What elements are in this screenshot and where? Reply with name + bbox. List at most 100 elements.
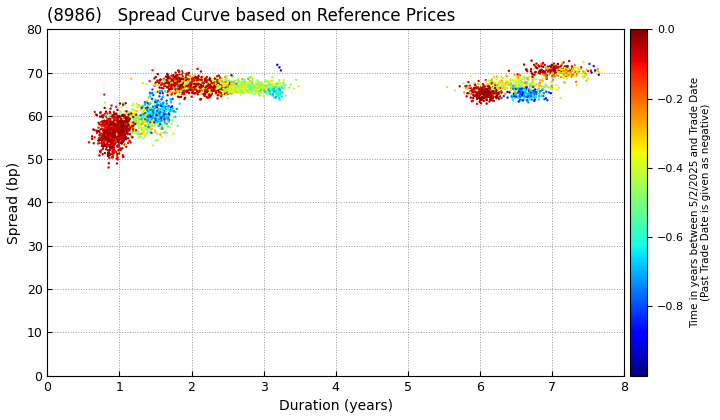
Point — [101, 125, 112, 132]
Point — [119, 131, 130, 138]
Point — [107, 120, 119, 126]
Point — [517, 83, 528, 90]
Point — [228, 81, 239, 88]
Point — [117, 118, 129, 124]
Point — [475, 89, 487, 95]
Point — [515, 87, 526, 93]
Point — [551, 71, 562, 78]
Point — [111, 132, 122, 139]
Point — [248, 83, 260, 89]
Point — [197, 80, 208, 87]
Point — [147, 114, 158, 121]
Point — [172, 93, 184, 100]
Point — [157, 125, 168, 131]
Point — [553, 67, 564, 74]
Point — [480, 89, 491, 96]
Point — [176, 82, 187, 89]
Point — [126, 125, 138, 132]
Point — [513, 85, 525, 92]
Point — [495, 89, 507, 96]
Point — [106, 124, 117, 131]
Point — [498, 85, 510, 92]
Point — [178, 83, 189, 90]
Point — [264, 80, 275, 87]
Point — [148, 114, 160, 121]
Point — [537, 68, 549, 74]
Point — [152, 110, 163, 117]
Point — [109, 130, 120, 137]
Point — [152, 137, 163, 144]
Point — [156, 114, 167, 121]
Point — [149, 104, 161, 111]
Point — [120, 122, 132, 129]
Point — [584, 60, 595, 67]
Point — [202, 87, 214, 94]
Point — [138, 103, 149, 110]
Point — [193, 88, 204, 95]
Point — [179, 81, 191, 87]
Point — [112, 125, 123, 132]
Point — [515, 88, 526, 94]
Point — [485, 91, 496, 98]
Point — [107, 128, 119, 135]
Point — [239, 81, 251, 88]
Point — [559, 63, 571, 70]
Point — [530, 93, 541, 100]
Point — [104, 134, 115, 141]
Point — [203, 87, 215, 93]
Point — [523, 77, 534, 84]
Point — [148, 114, 160, 121]
Point — [545, 85, 557, 92]
Point — [546, 82, 557, 89]
Point — [566, 67, 577, 74]
Point — [266, 88, 277, 94]
Point — [142, 117, 153, 123]
Point — [125, 115, 136, 121]
Point — [228, 88, 239, 95]
Point — [161, 79, 173, 86]
Point — [258, 89, 269, 96]
Point — [114, 121, 126, 127]
Point — [158, 121, 170, 128]
Point — [262, 89, 274, 95]
Point — [539, 68, 551, 75]
Point — [197, 79, 209, 85]
Point — [96, 147, 107, 154]
Point — [159, 81, 171, 87]
Point — [120, 142, 132, 149]
Point — [120, 114, 131, 121]
Point — [507, 94, 518, 101]
Point — [509, 80, 521, 87]
Point — [156, 115, 167, 122]
Point — [126, 110, 138, 117]
Point — [138, 107, 150, 113]
Point — [471, 85, 482, 92]
Point — [123, 125, 135, 132]
Point — [102, 114, 113, 121]
Point — [104, 152, 115, 159]
Point — [104, 132, 116, 139]
Point — [585, 67, 597, 74]
Point — [491, 92, 503, 99]
Point — [114, 125, 125, 132]
Point — [488, 79, 500, 86]
Point — [114, 114, 125, 121]
Point — [521, 85, 532, 92]
Point — [123, 113, 135, 119]
Point — [154, 78, 166, 85]
Point — [132, 131, 143, 137]
Point — [464, 82, 475, 89]
Point — [541, 76, 552, 82]
Point — [525, 88, 536, 95]
Point — [511, 87, 523, 94]
Point — [249, 82, 261, 89]
Point — [215, 89, 226, 96]
Point — [122, 118, 134, 125]
Point — [471, 88, 482, 94]
Point — [122, 118, 133, 124]
Point — [177, 89, 189, 96]
Point — [558, 66, 570, 72]
Point — [224, 79, 235, 86]
Point — [235, 83, 246, 90]
Point — [140, 113, 151, 119]
